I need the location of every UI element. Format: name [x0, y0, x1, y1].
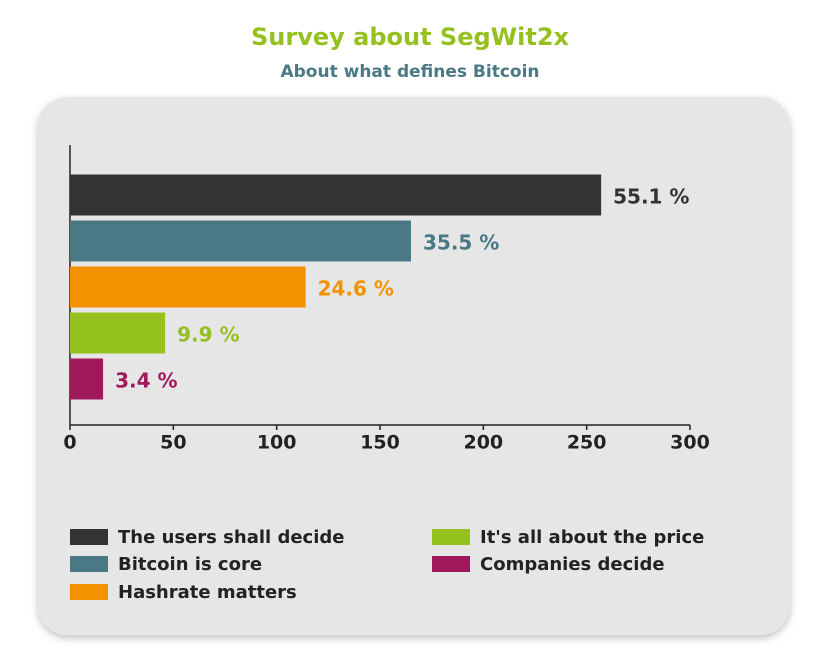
- chart-subtitle: About what defines Bitcoin: [280, 62, 539, 82]
- value-label: 24.6 %: [318, 277, 394, 301]
- bar: [70, 174, 602, 216]
- legend-swatch: [70, 529, 108, 545]
- legend-label: It's all about the price: [480, 527, 704, 548]
- legend-swatch: [432, 556, 470, 572]
- chart-title: Survey about SegWit2x: [251, 23, 570, 51]
- x-tick-label: 250: [567, 432, 607, 454]
- x-tick-label: 200: [463, 432, 503, 454]
- x-tick-label: 300: [670, 432, 710, 454]
- legend-label: Bitcoin is core: [118, 554, 262, 575]
- bar: [70, 266, 306, 308]
- legend-label: Companies decide: [480, 554, 665, 575]
- x-tick-label: 100: [257, 432, 297, 454]
- value-label: 55.1 %: [613, 185, 689, 209]
- x-tick-label: 50: [160, 432, 186, 454]
- legend-swatch: [70, 584, 108, 600]
- legend-swatch: [70, 556, 108, 572]
- bar: [70, 312, 166, 354]
- legend-swatch: [432, 529, 470, 545]
- legend-label: Hashrate matters: [118, 582, 297, 603]
- x-tick-label: 0: [63, 432, 76, 454]
- value-label: 9.9 %: [177, 323, 239, 347]
- bar: [70, 220, 411, 262]
- bar: [70, 358, 104, 400]
- x-tick-label: 150: [360, 432, 400, 454]
- value-label: 3.4 %: [115, 369, 177, 393]
- legend-label: The users shall decide: [118, 527, 344, 548]
- value-label: 35.5 %: [423, 231, 499, 255]
